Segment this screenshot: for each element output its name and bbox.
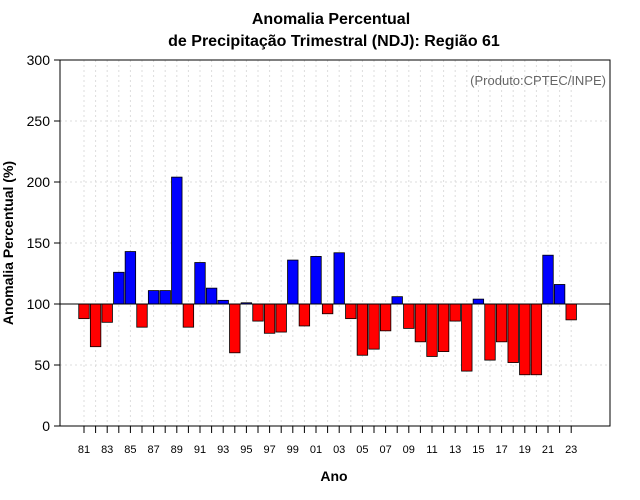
bar-81 — [78, 303, 90, 320]
bar-09 — [403, 303, 415, 329]
x-tick-label: 07 — [379, 444, 391, 456]
bar-96 — [252, 303, 264, 322]
x-tick-label: 93 — [217, 444, 229, 456]
bar-11 — [426, 303, 438, 357]
x-tick-label: 11 — [426, 444, 437, 456]
x-tick-label: 23 — [565, 444, 577, 456]
y-axis-title: Anomalia Percentual (%) — [0, 161, 16, 325]
y-tick-label: 100 — [27, 296, 51, 312]
bar-87 — [147, 290, 160, 305]
bar-14 — [461, 303, 473, 372]
x-axis-title: Ano — [320, 468, 347, 484]
bar-16 — [484, 303, 496, 361]
y-tick-label: 50 — [34, 357, 50, 373]
bar-86 — [136, 303, 148, 328]
x-tick-label: 81 — [78, 444, 90, 456]
bar-15 — [472, 298, 485, 305]
chart-subtitle: de Precipitação Trimestral (NDJ): Região… — [168, 33, 500, 50]
x-tick-label: 89 — [171, 444, 183, 456]
bar-02 — [321, 303, 334, 315]
bar-19 — [519, 303, 531, 376]
bar-01 — [310, 256, 322, 305]
x-tick-label: 09 — [403, 444, 415, 456]
x-tick-label: 87 — [147, 444, 159, 456]
grid-lines — [60, 59, 610, 427]
x-axis: 81 83 85 87 89 91 93 95 97 99 01 03 05 07 09 11 13 15 17 19… — [78, 426, 577, 456]
bar-89 — [171, 176, 183, 305]
bar-20 — [530, 303, 543, 376]
y-tick-label: 250 — [27, 113, 51, 129]
x-tick-label: 17 — [495, 444, 507, 456]
bar-13 — [449, 303, 461, 322]
bar-21 — [542, 254, 554, 305]
x-tick-label: 21 — [542, 444, 554, 456]
bar-10 — [414, 303, 427, 343]
bar-12 — [437, 303, 450, 352]
credit-note: (Produto:CPTEC/INPE) — [470, 73, 606, 88]
bar-84 — [113, 271, 125, 305]
bar-88 — [159, 290, 171, 305]
x-tick-label: 01 — [310, 444, 322, 456]
y-tick-label: 0 — [42, 418, 50, 434]
bar-93 — [217, 299, 229, 305]
x-tick-label: 95 — [240, 444, 252, 456]
bar-99 — [287, 259, 299, 305]
bar-06 — [368, 303, 380, 350]
bar-92 — [205, 287, 218, 305]
x-tick-label: 19 — [519, 444, 531, 456]
y-tick-label: 150 — [27, 235, 51, 251]
x-tick-label: 99 — [287, 444, 299, 456]
x-tick-label: 03 — [333, 444, 345, 456]
x-tick-label: 91 — [194, 444, 206, 456]
x-tick-label: 13 — [449, 444, 461, 456]
bar-17 — [495, 303, 508, 343]
chart-title: Anomalia Percentual — [252, 11, 410, 28]
y-axis: 0 50 100 150 200 250 300 — [27, 52, 60, 434]
y-tick-label: 300 — [27, 52, 51, 68]
x-tick-label: 83 — [101, 444, 113, 456]
bar-23 — [565, 303, 577, 321]
bar-94 — [229, 303, 241, 354]
bar-85 — [124, 251, 137, 305]
bar-97 — [263, 303, 276, 334]
x-tick-label: 05 — [356, 444, 368, 456]
x-tick-label: 15 — [472, 444, 484, 456]
bar-08 — [391, 296, 403, 305]
x-tick-label: 97 — [263, 444, 275, 456]
bar-18 — [507, 303, 519, 363]
bar-83 — [101, 303, 113, 323]
bar-04 — [345, 303, 357, 320]
bar-91 — [194, 262, 206, 305]
bar-82 — [89, 303, 102, 348]
y-tick-label: 200 — [27, 174, 51, 190]
bar-05 — [356, 303, 369, 356]
bar-98 — [275, 303, 287, 333]
bar-22 — [553, 284, 566, 305]
bar-90 — [182, 303, 195, 328]
bar-07 — [379, 303, 392, 332]
bar-00 — [298, 303, 311, 327]
bar-03 — [333, 252, 345, 305]
x-tick-label: 85 — [124, 444, 136, 456]
